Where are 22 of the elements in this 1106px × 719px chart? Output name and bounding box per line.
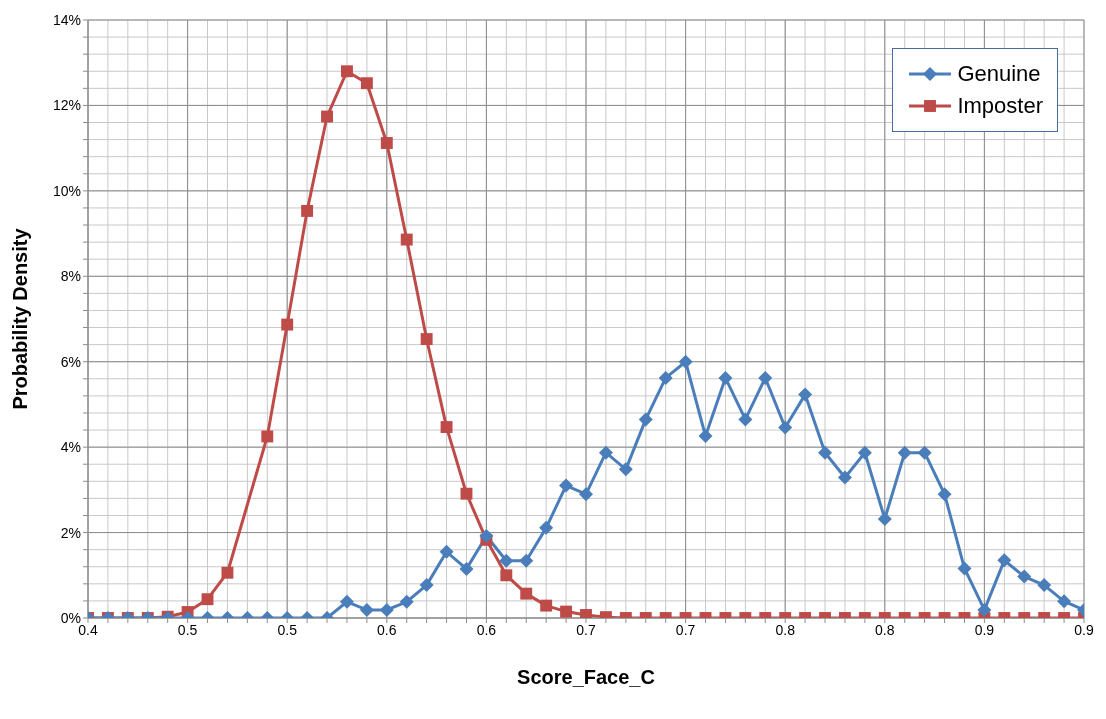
y-tick-label: 14% xyxy=(52,11,81,28)
x-tick-label: 0.5 xyxy=(277,621,298,638)
y-tick-label: 0% xyxy=(60,609,81,626)
x-tick-label: 0.7 xyxy=(576,621,596,638)
y-tick-label: 12% xyxy=(52,97,81,114)
y-tick-label: 4% xyxy=(60,439,81,456)
y-tick-label: 2% xyxy=(60,524,81,541)
y-tick-label: 6% xyxy=(60,353,81,370)
x-tick-label: 0.9 xyxy=(1074,621,1094,638)
y-tick-label: 8% xyxy=(60,268,81,285)
x-axis-title: Score_Face_C xyxy=(517,666,655,688)
y-tick-label: 10% xyxy=(52,182,81,199)
x-tick-label: 0.9 xyxy=(974,621,995,638)
x-tick-label: 0.8 xyxy=(775,621,796,638)
x-tick-label: 0.5 xyxy=(177,621,198,638)
x-tick-label: 0.6 xyxy=(377,621,397,638)
legend-label: Imposter xyxy=(957,93,1043,119)
x-tick-label: 0.8 xyxy=(875,621,895,638)
legend-label: Genuine xyxy=(957,61,1041,87)
x-tick-label: 0.7 xyxy=(675,621,696,638)
x-tick-label: 0.6 xyxy=(476,621,497,638)
y-axis-title: Probability Density xyxy=(9,227,32,410)
